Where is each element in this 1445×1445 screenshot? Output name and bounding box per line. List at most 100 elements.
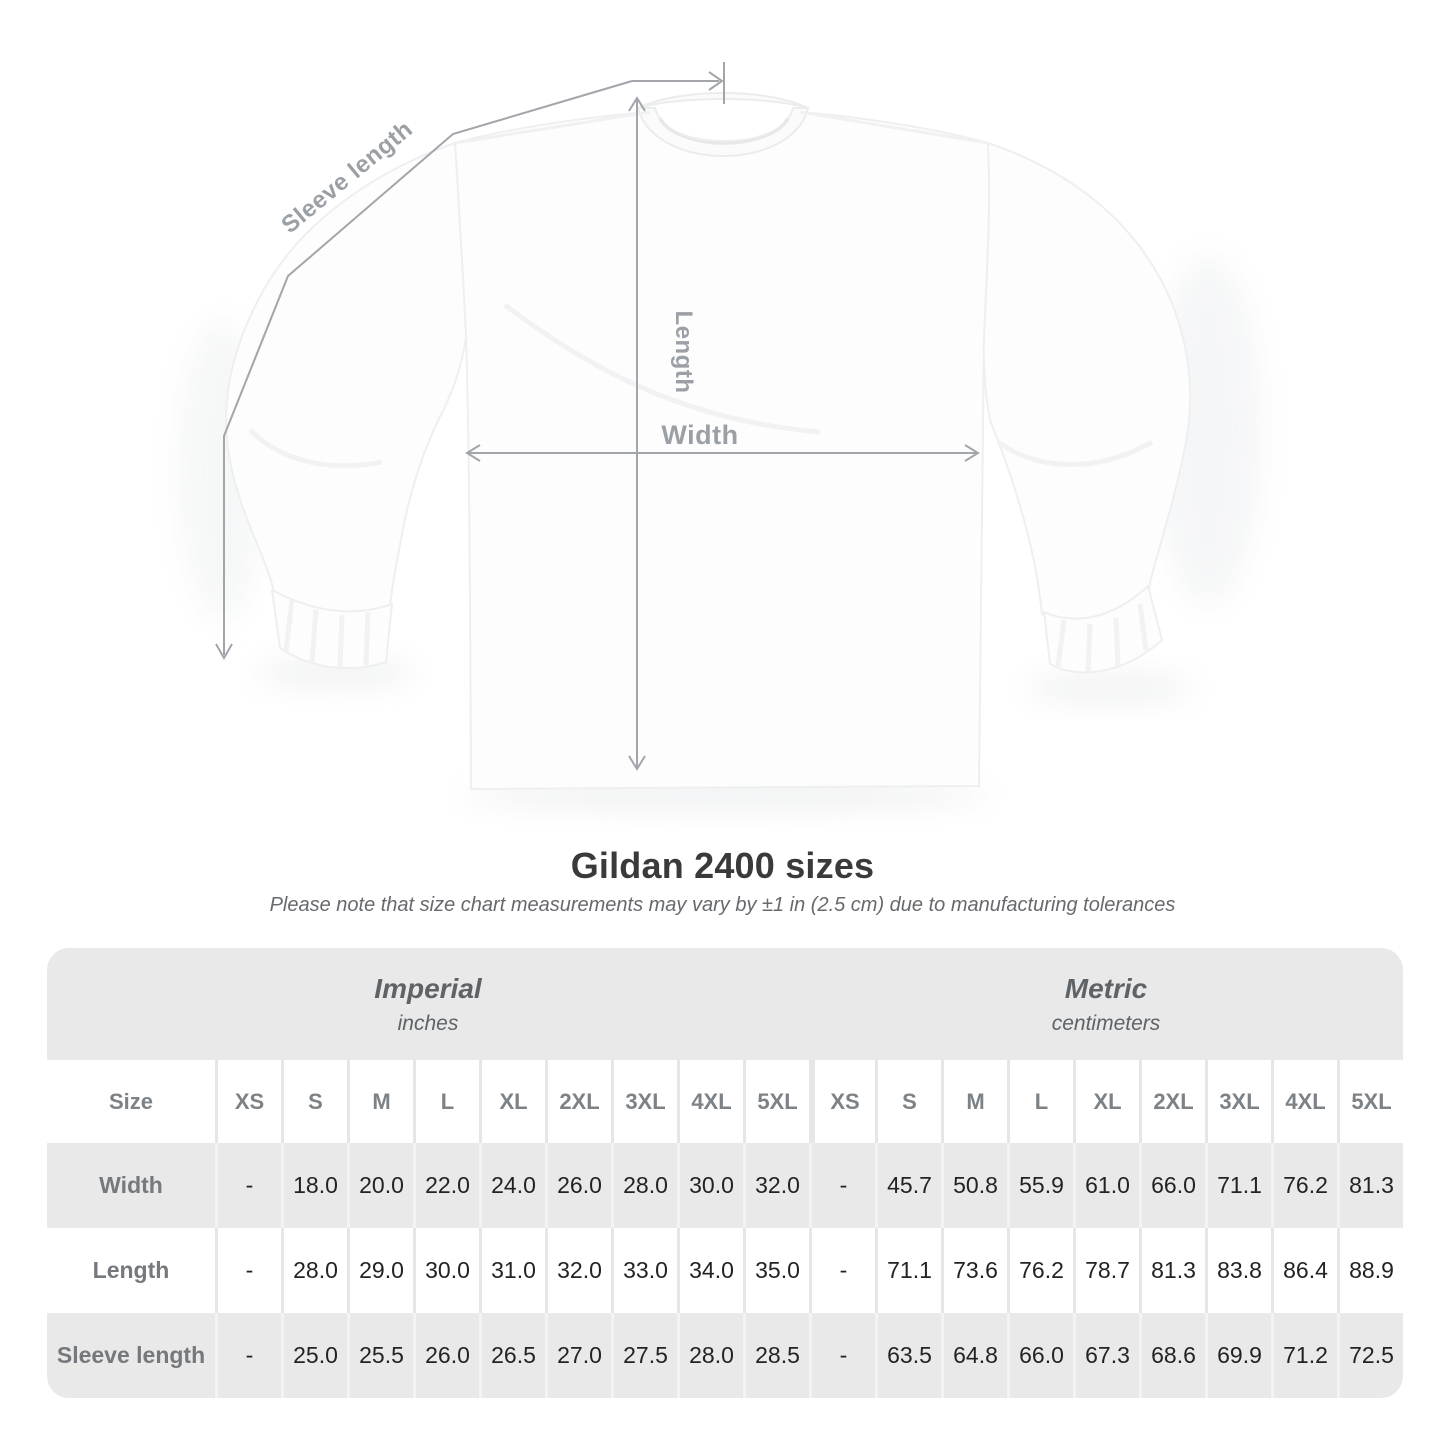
cell: 45.7 — [875, 1143, 941, 1228]
cell: 20.0 — [347, 1143, 413, 1228]
size-header-metric-xl: XL — [1073, 1060, 1139, 1143]
size-header-imperial-xs: XS — [215, 1060, 281, 1143]
cell: - — [215, 1143, 281, 1228]
cell: 61.0 — [1073, 1143, 1139, 1228]
cell: - — [215, 1228, 281, 1313]
cell: 33.0 — [611, 1228, 677, 1313]
size-header-imperial-2xl: 2XL — [545, 1060, 611, 1143]
cell: 22.0 — [413, 1143, 479, 1228]
tolerance-note: Please note that size chart measurements… — [269, 894, 1176, 916]
cell: 26.0 — [413, 1313, 479, 1398]
units-header-row: Imperial inches Metric centimeters — [47, 948, 1403, 1060]
shirt-right-sleeve — [982, 142, 1192, 622]
shirt-right-cuff — [1043, 585, 1163, 674]
row-label-length: Length — [92, 1257, 170, 1283]
cell: 30.0 — [413, 1228, 479, 1313]
row-label-sleeve-length: Sleeve length — [56, 1342, 206, 1368]
imperial-group-header: Imperial inches — [47, 973, 809, 1036]
cell: 71.1 — [875, 1228, 941, 1313]
size-header-metric-s: S — [875, 1060, 941, 1143]
width-arrow — [465, 444, 980, 462]
size-header-metric-m: M — [941, 1060, 1007, 1143]
cell: 64.8 — [941, 1313, 1007, 1398]
size-chart-table: Imperial inches Metric centimeters Size … — [47, 948, 1403, 1398]
length-label: Length — [670, 311, 697, 394]
cell: 88.9 — [1337, 1228, 1403, 1313]
metric-group-header: Metric centimeters — [809, 973, 1403, 1036]
cell: 81.3 — [1337, 1143, 1403, 1228]
shirt-illustration — [225, 92, 1192, 790]
cell: 78.7 — [1073, 1228, 1139, 1313]
cell: 25.0 — [281, 1313, 347, 1398]
cell: 32.0 — [545, 1228, 611, 1313]
size-header-row: Size XS S M L XL 2XL 3XL 4XL 5XL XS S M … — [47, 1060, 1403, 1143]
shirt-body — [454, 111, 991, 790]
table-row-sleeve-length: Sleeve length - 25.0 25.5 26.0 26.5 27.0… — [47, 1313, 1403, 1398]
shirt-diagram-svg: Sleeve length Length Width — [177, 62, 1263, 809]
imperial-group-label: Imperial — [374, 972, 482, 1004]
row-label-width: Width — [99, 1172, 163, 1198]
cell: 35.0 — [743, 1228, 809, 1313]
shirt-left-sleeve — [225, 142, 467, 614]
cell: 83.8 — [1205, 1228, 1271, 1313]
cell: 27.0 — [545, 1313, 611, 1398]
shirt-size-diagram: Sleeve length Length Width — [177, 62, 1263, 809]
cell: 32.0 — [743, 1143, 809, 1228]
size-header-imperial-4xl: 4XL — [677, 1060, 743, 1143]
cell: 68.6 — [1139, 1313, 1205, 1398]
cell: 63.5 — [875, 1313, 941, 1398]
cell: 29.0 — [347, 1228, 413, 1313]
size-column-header: Size — [108, 1088, 154, 1114]
size-header-metric-3xl: 3XL — [1205, 1060, 1271, 1143]
size-header-metric-xs: XS — [809, 1060, 875, 1143]
size-header-imperial-xl: XL — [479, 1060, 545, 1143]
cell: 81.3 — [1139, 1228, 1205, 1313]
cell: 27.5 — [611, 1313, 677, 1398]
cell: 50.8 — [941, 1143, 1007, 1228]
size-header-metric-l: L — [1007, 1060, 1073, 1143]
cell: 26.5 — [479, 1313, 545, 1398]
cell: 28.0 — [281, 1228, 347, 1313]
cell: 76.2 — [1007, 1228, 1073, 1313]
size-header-metric-5xl: 5XL — [1337, 1060, 1403, 1143]
size-header-imperial-5xl: 5XL — [743, 1060, 809, 1143]
size-header-metric-4xl: 4XL — [1271, 1060, 1337, 1143]
cell: 25.5 — [347, 1313, 413, 1398]
table-row-length: Length - 28.0 29.0 30.0 31.0 32.0 33.0 3… — [47, 1228, 1403, 1313]
cell: 73.6 — [941, 1228, 1007, 1313]
cell: 28.0 — [677, 1313, 743, 1398]
metric-unit-label: centimeters — [1051, 1011, 1161, 1035]
cell: 66.0 — [1139, 1143, 1205, 1228]
size-header-imperial-3xl: 3XL — [611, 1060, 677, 1143]
cell: - — [809, 1228, 875, 1313]
size-header-imperial-s: S — [281, 1060, 347, 1143]
cell: 28.5 — [743, 1313, 809, 1398]
cell: 26.0 — [545, 1143, 611, 1228]
size-header-imperial-m: M — [347, 1060, 413, 1143]
sleeve-length-arrow — [215, 62, 725, 661]
cell: 24.0 — [479, 1143, 545, 1228]
cell: 72.5 — [1337, 1313, 1403, 1398]
metric-group-label: Metric — [1064, 972, 1148, 1004]
table-row-width: Width - 18.0 20.0 22.0 24.0 26.0 28.0 30… — [47, 1143, 1403, 1228]
size-header-imperial-l: L — [413, 1060, 479, 1143]
cell: 28.0 — [611, 1143, 677, 1228]
cell: 31.0 — [479, 1228, 545, 1313]
cell: 69.9 — [1205, 1313, 1271, 1398]
cell: 34.0 — [677, 1228, 743, 1313]
cell: 18.0 — [281, 1143, 347, 1228]
cell: 86.4 — [1271, 1228, 1337, 1313]
page-title: Gildan 2400 sizes — [570, 845, 875, 886]
width-label: Width — [661, 420, 738, 450]
cell: 66.0 — [1007, 1313, 1073, 1398]
cell: 71.2 — [1271, 1313, 1337, 1398]
cell: - — [809, 1143, 875, 1228]
cell: 76.2 — [1271, 1143, 1337, 1228]
shirt-left-cuff — [271, 589, 393, 670]
cell: - — [215, 1313, 281, 1398]
cell: 67.3 — [1073, 1313, 1139, 1398]
length-arrow — [628, 96, 646, 771]
cell: 55.9 — [1007, 1143, 1073, 1228]
cell: - — [809, 1313, 875, 1398]
